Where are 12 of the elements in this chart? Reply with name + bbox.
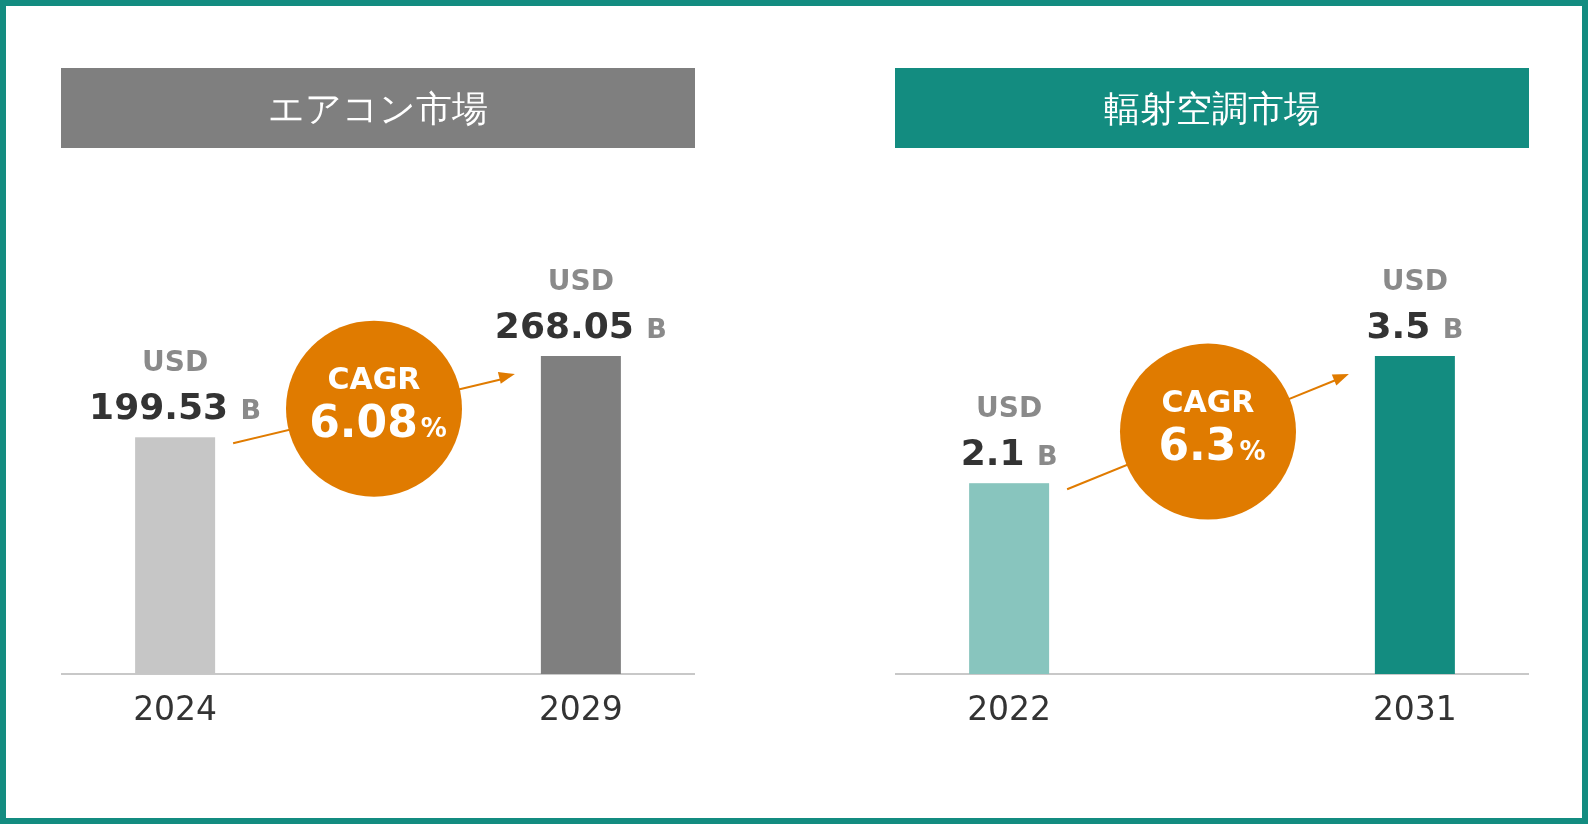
data-label: USD 268.05 B	[494, 264, 667, 346]
data-label: USD 199.53 B	[89, 345, 262, 428]
x-tick-label: 2029	[538, 689, 623, 728]
data-label: USD 3.5 B	[1366, 264, 1464, 346]
x-tick-label: 2031	[1372, 689, 1457, 728]
data-label: USD 2.1 B	[960, 391, 1058, 474]
chart-title: エアコン市場	[268, 88, 488, 129]
annotation: CAGR 6.3%	[1158, 383, 1266, 470]
chart-title: 輻射空調市場	[1104, 88, 1320, 129]
x-tick-label: 2022	[967, 689, 1052, 728]
x-tick-label: 2024	[133, 689, 218, 728]
annotation: CAGR 6.08%	[309, 360, 447, 447]
